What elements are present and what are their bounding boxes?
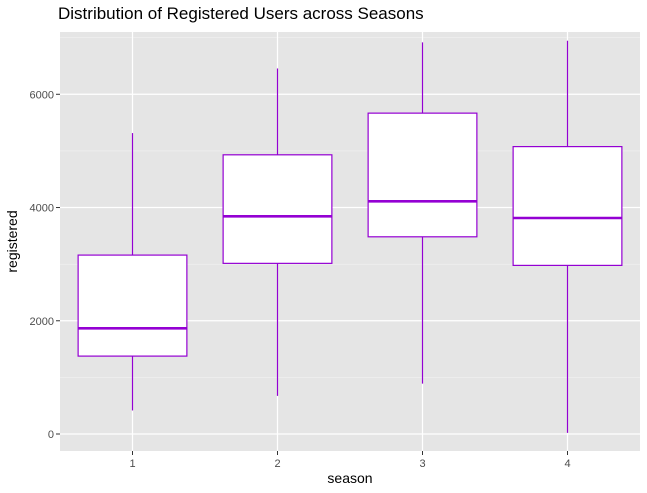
x-tick-label: 4: [564, 458, 570, 470]
y-tick-label: 0: [48, 429, 54, 441]
box-iqr: [512, 146, 623, 266]
y-tick-label: 4000: [30, 203, 54, 215]
x-axis-title: season: [327, 470, 372, 486]
boxes: [77, 40, 623, 433]
chart-title: Distribution of Registered Users across …: [58, 4, 424, 23]
box-iqr: [222, 154, 333, 264]
box-iqr: [367, 112, 478, 238]
box-season-3: [367, 42, 478, 384]
box-season-4: [512, 40, 623, 433]
y-axis: 0 2000 4000 6000: [30, 89, 60, 441]
y-tick-label: 2000: [30, 316, 54, 328]
y-tick-label: 6000: [30, 89, 54, 101]
box-iqr: [77, 254, 188, 357]
x-tick-label: 3: [419, 458, 425, 470]
x-tick-label: 1: [129, 458, 135, 470]
x-axis: 1 2 3 4: [129, 451, 571, 470]
box-season-2: [222, 68, 333, 396]
x-tick-label: 2: [274, 458, 280, 470]
box-season-1: [77, 133, 188, 411]
y-axis-title: registered: [4, 210, 20, 272]
